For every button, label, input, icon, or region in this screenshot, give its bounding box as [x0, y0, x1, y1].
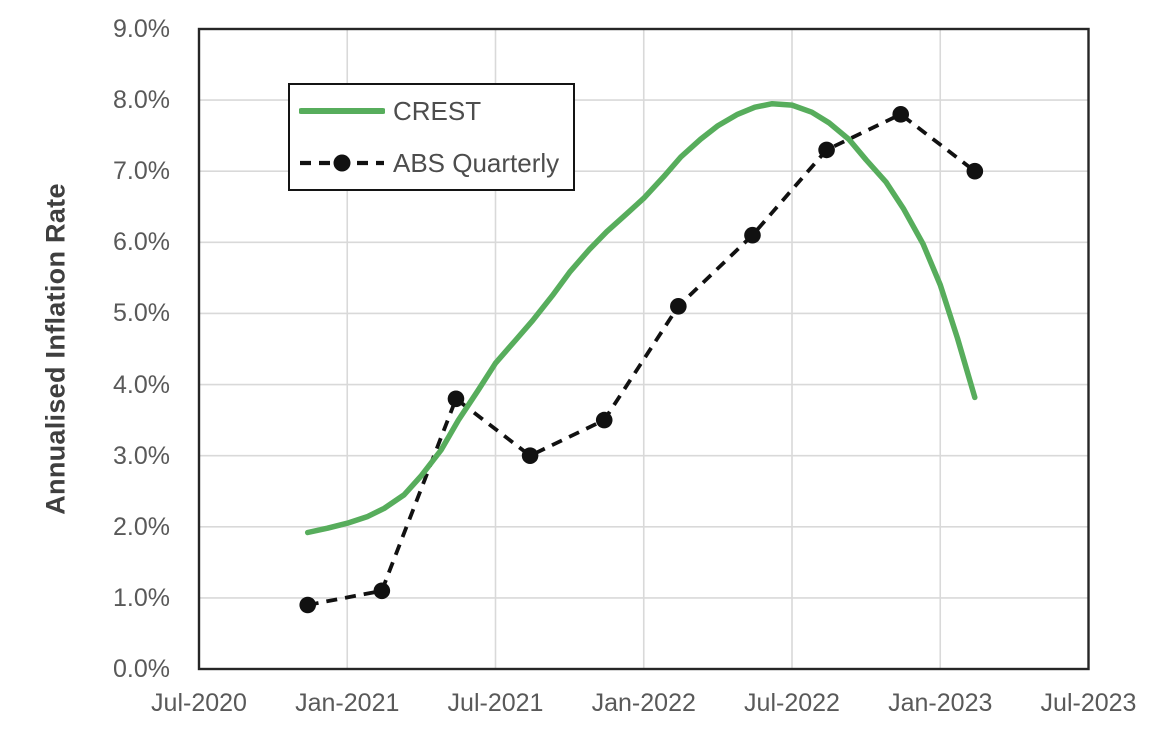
- abs-data-point: [447, 390, 465, 408]
- y-tick-label: 9.0%: [113, 15, 170, 43]
- y-tick-label: 2.0%: [113, 512, 170, 541]
- abs-data-point: [299, 596, 317, 614]
- abs-data-point: [670, 298, 687, 315]
- x-tick-label: Jan-2021: [295, 689, 400, 717]
- legend-entry-abs-quarterly: ABS Quarterly: [290, 137, 573, 189]
- y-tick-label: 4.0%: [113, 370, 170, 399]
- y-tick-label: 8.0%: [113, 86, 170, 115]
- legend: CREST ABS Quarterly: [288, 83, 575, 191]
- y-axis-title: Annualised Inflation Rate: [40, 183, 71, 515]
- y-tick-label: 6.0%: [113, 228, 170, 257]
- abs-data-point: [966, 162, 984, 180]
- y-tick-label: 5.0%: [113, 299, 170, 328]
- crest-line: [304, 100, 978, 536]
- abs-data-point: [892, 106, 910, 123]
- y-tick-label: 7.0%: [113, 157, 170, 186]
- abs-data-point: [521, 447, 539, 464]
- legend-entry-crest: CREST: [290, 85, 573, 137]
- abs-data-point: [373, 582, 391, 600]
- abs-quarterly-line: [307, 112, 976, 607]
- plot-frame: [197, 27, 1090, 671]
- abs-data-point: [595, 411, 613, 429]
- x-tick-label: Jul-2023: [1040, 689, 1137, 717]
- legend-label-crest: CREST: [393, 95, 482, 126]
- x-tick-label: Jan-2022: [591, 689, 696, 717]
- x-tick-label: Jul-2021: [447, 689, 544, 717]
- x-tick-label: Jul-2022: [744, 689, 840, 717]
- abs-data-point: [744, 226, 761, 244]
- legend-label-abs-quarterly: ABS Quarterly: [393, 147, 560, 178]
- crest-line-swatch-icon: [299, 108, 385, 114]
- y-tick-label: 1.0%: [113, 583, 170, 612]
- x-tick-label: Jan-2023: [888, 689, 993, 717]
- abs-data-point: [818, 141, 835, 159]
- abs-dashed-marker-swatch-icon: [300, 154, 384, 172]
- y-tick-label: 3.0%: [113, 441, 170, 470]
- x-tick-label: Jul-2020: [151, 689, 247, 717]
- y-tick-label: 0.0%: [113, 655, 170, 683]
